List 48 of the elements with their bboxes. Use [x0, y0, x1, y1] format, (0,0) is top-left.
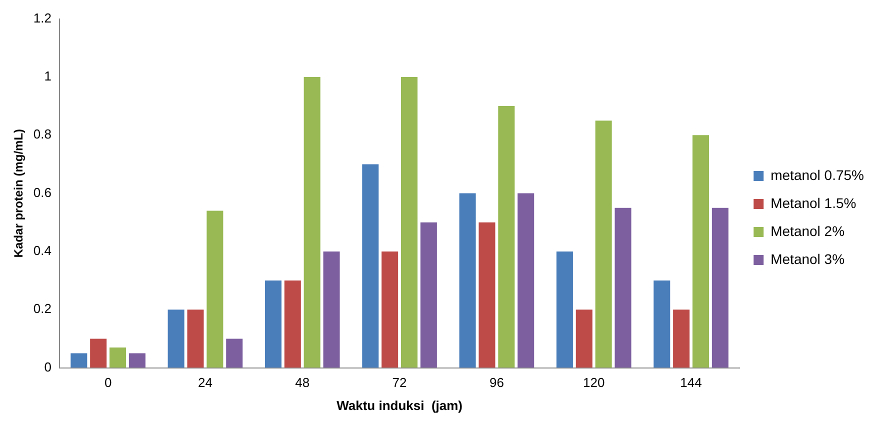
bar	[90, 338, 107, 368]
bar	[478, 222, 496, 368]
x-tick-label: 96	[489, 375, 504, 390]
bar	[382, 251, 398, 368]
bar	[304, 76, 320, 368]
bar	[70, 353, 88, 368]
bar	[206, 210, 224, 368]
y-tick-label: 0.6	[33, 184, 52, 200]
x-axis-title: Waktu induksi (jam)	[336, 398, 462, 413]
y-tick-label: 0	[44, 359, 52, 374]
y-tick-label: 1	[44, 68, 52, 84]
y-tick-label: 0.8	[33, 126, 52, 142]
bar	[614, 208, 632, 368]
bar	[712, 208, 728, 368]
bar	[673, 310, 690, 368]
bar	[595, 120, 612, 368]
bar	[556, 251, 573, 368]
x-tick-label: 0	[104, 375, 112, 390]
y-tick-label: 0.4	[33, 243, 52, 258]
bar	[264, 280, 282, 368]
bar	[498, 106, 515, 368]
bar	[110, 347, 126, 368]
bar	[362, 164, 379, 368]
x-tick-label: 48	[295, 375, 310, 390]
legend-label: Metanol 2%	[770, 222, 845, 239]
x-tick-label: 24	[198, 375, 212, 390]
bar	[226, 338, 243, 368]
bar	[692, 135, 709, 368]
x-tick-label: 72	[392, 375, 407, 390]
y-tick-label: 0.2	[33, 301, 52, 316]
bar	[168, 310, 184, 368]
x-tick-label: 144	[680, 375, 702, 390]
legend-label: metanol 0.75%	[770, 166, 864, 183]
bar	[518, 193, 534, 368]
legend-label: Metanol 3%	[770, 250, 845, 267]
legend-label: Metanol 1.5%	[770, 194, 856, 211]
y-axis-title: Kadar protein (mg/mL)	[12, 128, 26, 258]
bar	[420, 222, 437, 368]
bar	[400, 76, 418, 368]
bar	[576, 310, 592, 368]
bar	[323, 251, 340, 368]
bar	[128, 353, 146, 368]
bar	[459, 193, 476, 368]
y-tick-label: 1.2	[33, 10, 52, 26]
x-tick-label: 120	[583, 375, 605, 390]
bar	[654, 280, 670, 368]
bar	[284, 280, 301, 368]
bar	[187, 310, 204, 368]
